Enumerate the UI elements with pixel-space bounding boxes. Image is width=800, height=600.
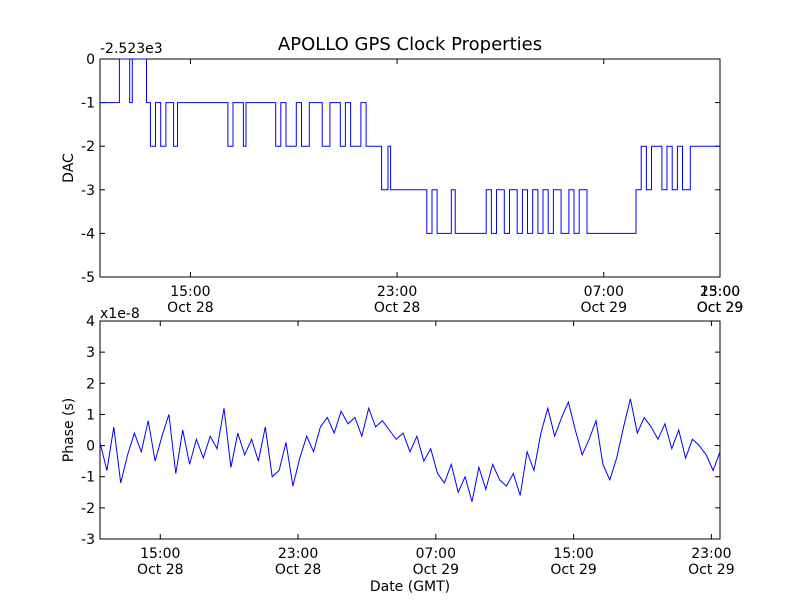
phase-y-ticks: 4 3 2 1 0 -1 -2 -3 — [81, 314, 720, 548]
dac-series-line — [100, 58, 720, 234]
phase-plot-frame — [99, 320, 721, 540]
x-tick-date-label: Oct 29 — [697, 300, 743, 316]
y-tick-label: 4 — [86, 314, 95, 330]
x-tick-time-label: 07:00 — [584, 284, 624, 300]
x-axis-label: Date (GMT) — [370, 579, 450, 595]
x-tick-date-label: Oct 29 — [581, 300, 627, 316]
y-tick-label: -1 — [81, 96, 95, 112]
x-tick-time-label: 23:00 — [691, 546, 731, 562]
x-tick-date-label: Oct 28 — [137, 562, 183, 578]
y-tick-label: 0 — [86, 52, 95, 68]
x-tick-date-label: Oct 29 — [413, 562, 459, 578]
y-tick-label: 2 — [86, 376, 95, 392]
y-tick-label: -3 — [81, 532, 95, 548]
dac-y-axis-label: DAC — [61, 153, 77, 183]
y-tick-label: 1 — [86, 407, 95, 423]
x-tick-time-label: 23:00 — [700, 284, 740, 300]
y-tick-label: 0 — [86, 439, 95, 455]
x-tick-time-label: 15:00 — [170, 284, 210, 300]
x-tick-date-label: Oct 28 — [374, 300, 420, 316]
x-tick-date-label: Oct 29 — [688, 562, 734, 578]
x-tick-time-label: 15:00 — [553, 546, 593, 562]
x-tick-date-label: Oct 29 — [697, 300, 743, 316]
x-tick-time-label: 07:00 — [416, 546, 456, 562]
chart-title: APOLLO GPS Clock Properties — [278, 34, 542, 55]
y-tick-label: -2 — [81, 501, 95, 517]
x-tick-date-label: Oct 28 — [167, 300, 213, 316]
x-tick-time-label: 15:00 — [700, 284, 740, 300]
x-tick-time-label: 15:00 — [140, 546, 180, 562]
y-tick-label: 3 — [86, 345, 95, 361]
x-tick-time-label: 23:00 — [278, 546, 318, 562]
y-tick-label: -2 — [81, 139, 95, 155]
y-tick-label: -4 — [81, 226, 95, 242]
dac-plot-frame — [99, 58, 721, 278]
dac-offset-label: -2.523e3 — [100, 41, 163, 57]
phase-series-line — [99, 398, 721, 502]
x-tick-date-label: Oct 28 — [275, 562, 321, 578]
y-tick-label: -5 — [81, 270, 95, 286]
dac-y-ticks: 0 -1 -2 -3 -4 -5 — [81, 52, 720, 286]
y-tick-label: -1 — [81, 470, 95, 486]
phase-y-axis-label: Phase (s) — [61, 398, 77, 462]
x-tick-date-label: Oct 29 — [550, 562, 596, 578]
phase-offset-label: x1e-8 — [100, 306, 140, 322]
y-tick-label: -3 — [81, 183, 95, 199]
x-tick-time-label: 23:00 — [377, 284, 417, 300]
